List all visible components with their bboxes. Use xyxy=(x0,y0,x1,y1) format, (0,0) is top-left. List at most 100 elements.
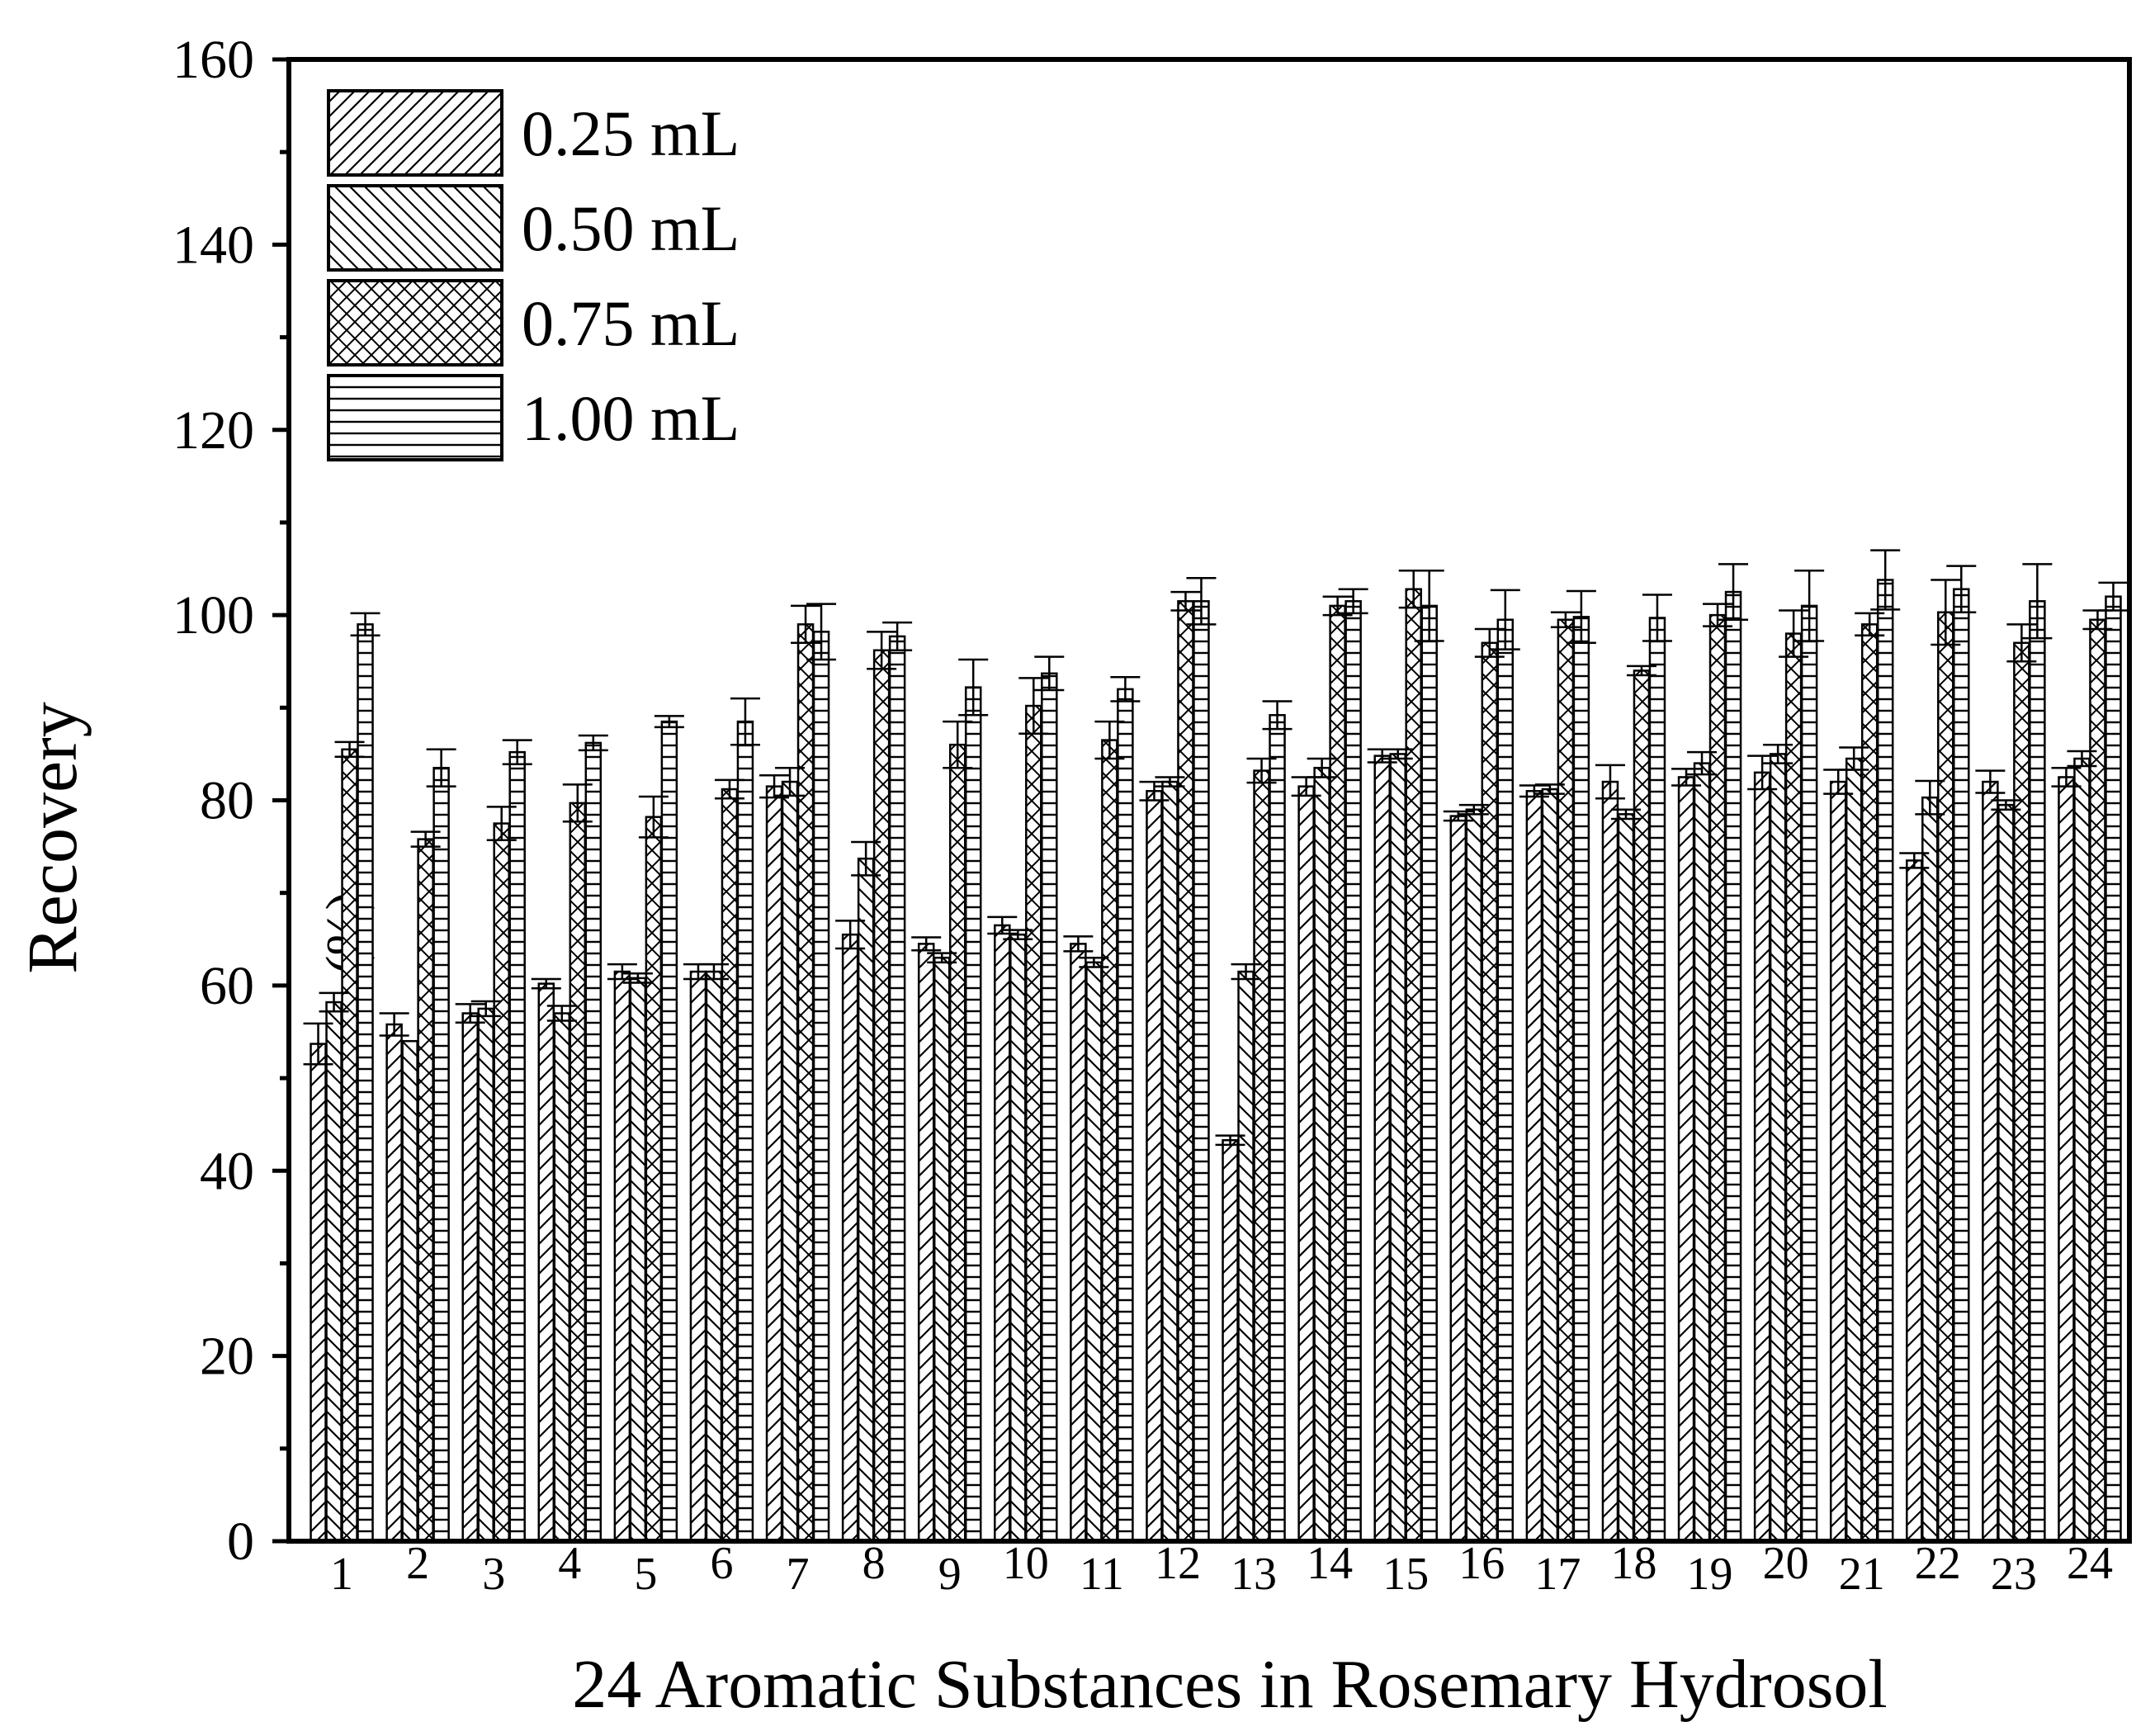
bar-025mL-5 xyxy=(613,970,631,1543)
legend-label-100mL: 1.00 mL xyxy=(522,382,740,454)
error-bar-075mL-6 xyxy=(714,778,744,800)
bar-075mL-5 xyxy=(645,816,663,1543)
bar-100mL-5 xyxy=(660,720,678,1543)
error-bar-025mL-10 xyxy=(987,915,1018,935)
error-bar-025mL-9 xyxy=(911,936,942,952)
bar-050mL-23 xyxy=(1997,803,2015,1543)
bar-050mL-5 xyxy=(629,977,647,1543)
x-tick-label-15: 15 xyxy=(1382,1549,1429,1600)
bar-075mL-7 xyxy=(796,623,815,1543)
error-bar-075mL-1 xyxy=(334,740,365,759)
x-axis-label: 24 Aromatic Substances in Rosemary Hydro… xyxy=(572,1646,1887,1723)
error-bar-075mL-19 xyxy=(1703,603,1733,627)
bar-050mL-22 xyxy=(1921,796,1939,1543)
error-bar-025mL-24 xyxy=(2051,766,2082,788)
bar-025mL-18 xyxy=(1601,780,1619,1543)
error-bar-050mL-21 xyxy=(1839,746,1869,771)
error-bar-075mL-3 xyxy=(486,806,517,841)
error-bar-075mL-9 xyxy=(943,720,973,769)
bar-050mL-11 xyxy=(1085,961,1103,1543)
bar-025mL-10 xyxy=(994,924,1011,1543)
bar-025mL-13 xyxy=(1222,1138,1239,1543)
error-bar-075mL-7 xyxy=(791,604,821,645)
legend-item-100mL: 1.00 mL xyxy=(327,374,740,461)
y-tick-label-160: 160 xyxy=(172,30,254,90)
error-bar-050mL-8 xyxy=(851,840,881,877)
bar-025mL-14 xyxy=(1297,785,1315,1543)
error-bar-100mL-4 xyxy=(578,734,608,752)
bar-050mL-9 xyxy=(933,956,951,1543)
bar-075mL-12 xyxy=(1177,600,1194,1543)
error-bar-075mL-20 xyxy=(1779,609,1809,658)
error-bar-075mL-23 xyxy=(2006,623,2037,663)
error-bar-050mL-17 xyxy=(1534,783,1565,795)
bar-100mL-13 xyxy=(1269,714,1286,1543)
bar-075mL-4 xyxy=(569,802,587,1543)
error-bar-100mL-3 xyxy=(502,739,532,765)
ticks-layer: 1 2 3 4 5 6 7 8 9 10 11 12 13 14 15 16 17 18 19 20 21 22 23 240… xyxy=(172,30,2113,1600)
bar-050mL-13 xyxy=(1237,970,1255,1543)
plot-frame xyxy=(286,57,2132,1544)
y-tick-label-0: 0 xyxy=(227,1511,254,1572)
bar-075mL-14 xyxy=(1329,604,1346,1543)
bar-100mL-24 xyxy=(2105,595,2122,1543)
error-bar-100mL-7 xyxy=(806,603,837,661)
error-bar-050mL-12 xyxy=(1155,776,1185,788)
bars-layer xyxy=(310,579,2122,1543)
x-tick-label-12: 12 xyxy=(1155,1538,1201,1589)
x-tick-label-5: 5 xyxy=(634,1549,657,1600)
bar-100mL-23 xyxy=(2029,600,2046,1543)
bar-025mL-23 xyxy=(1982,780,1999,1543)
bar-075mL-21 xyxy=(1860,623,1879,1543)
error-bar-100mL-5 xyxy=(654,715,684,729)
error-bar-025mL-2 xyxy=(379,1012,409,1037)
bar-050mL-14 xyxy=(1313,766,1330,1543)
x-tick-label-8: 8 xyxy=(862,1538,886,1589)
error-bar-050mL-7 xyxy=(775,766,806,797)
y-axis-label: Recovery xyxy=(12,702,92,974)
bar-025mL-21 xyxy=(1829,780,1847,1543)
bar-100mL-17 xyxy=(1572,616,1590,1543)
error-bar-100mL-1 xyxy=(350,612,380,637)
legend-swatch-025mL xyxy=(327,89,503,177)
bar-050mL-10 xyxy=(1009,933,1027,1543)
legend-label-025mL: 0.25 mL xyxy=(522,97,740,169)
legend-label-050mL: 0.50 mL xyxy=(522,192,740,264)
error-bar-100mL-16 xyxy=(1490,589,1520,650)
x-tick-label-14: 14 xyxy=(1307,1538,1353,1589)
legend-item-075mL: 0.75 mL xyxy=(327,279,740,367)
bar-050mL-18 xyxy=(1617,813,1635,1543)
bar-025mL-17 xyxy=(1525,790,1543,1543)
legend-item-050mL: 0.50 mL xyxy=(327,184,740,272)
bar-050mL-8 xyxy=(857,857,875,1543)
error-bar-100mL-15 xyxy=(1414,570,1444,642)
error-bar-100mL-6 xyxy=(730,697,760,746)
bar-025mL-1 xyxy=(310,1043,327,1543)
error-bar-100mL-24 xyxy=(2098,581,2129,612)
bar-075mL-15 xyxy=(1405,588,1422,1543)
error-bar-075mL-11 xyxy=(1094,720,1125,760)
bar-075mL-16 xyxy=(1481,641,1499,1543)
bar-025mL-4 xyxy=(537,982,555,1543)
x-tick-label-7: 7 xyxy=(787,1549,810,1600)
bar-100mL-8 xyxy=(888,635,906,1543)
error-bar-025mL-16 xyxy=(1443,810,1473,822)
bar-025mL-3 xyxy=(461,1012,479,1543)
error-bar-025mL-18 xyxy=(1595,764,1625,800)
bar-050mL-4 xyxy=(553,1012,571,1543)
error-bar-025mL-13 xyxy=(1215,1134,1245,1147)
legend-item-025mL: 0.25 mL xyxy=(327,89,740,177)
error-bar-050mL-3 xyxy=(470,1000,501,1018)
x-tick-label-22: 22 xyxy=(1915,1538,1961,1589)
bar-100mL-19 xyxy=(1724,590,1742,1543)
bar-100mL-14 xyxy=(1345,600,1362,1543)
bar-100mL-22 xyxy=(1953,588,1970,1543)
error-bar-025mL-22 xyxy=(1899,852,1930,869)
bar-100mL-2 xyxy=(432,766,450,1543)
bar-100mL-21 xyxy=(1876,579,1894,1543)
y-tick-label-20: 20 xyxy=(200,1327,254,1387)
bar-025mL-11 xyxy=(1070,943,1087,1543)
error-bar-025mL-7 xyxy=(759,773,790,799)
error-bar-025mL-11 xyxy=(1063,935,1094,953)
error-bar-075mL-18 xyxy=(1626,665,1656,677)
